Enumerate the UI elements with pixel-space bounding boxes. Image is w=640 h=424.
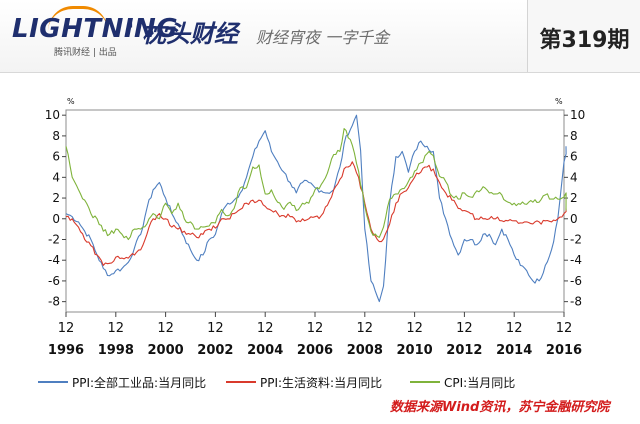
y-tick-label-left: 8: [52, 129, 60, 143]
y-tick-label-right: 0: [570, 212, 578, 226]
x-tick-label-month: 12: [58, 321, 75, 336]
header-banner: LIGHTNING 腾讯财经 | 出品 · 枕头财经 财经宵夜 一字千金 第31…: [0, 0, 640, 73]
y-tick-label-left: -6: [48, 274, 60, 288]
y-tick-label-right: 10: [570, 108, 585, 122]
legend-swatch-cpi: [410, 381, 440, 383]
x-tick-label-month: 12: [108, 321, 125, 336]
issue-box: 第319期: [527, 0, 640, 72]
y-tick-label-left: 6: [52, 150, 60, 164]
y-tick-label-right: -6: [570, 274, 582, 288]
line-chart: -8 -8 -6 -6 -4 -4 -2 -2 0 0 2 2 4 4 6 6 8 8 10 10% % 12 1996 12…: [45, 97, 586, 358]
data-source-note: 数据来源Wind资讯，苏宁金融研究院: [390, 400, 610, 415]
x-tick-label-year: 2004: [247, 343, 283, 358]
issue-number: 第319期: [539, 28, 630, 53]
x-tick-label-year: 2016: [546, 343, 582, 358]
x-tick-label-month: 12: [456, 321, 473, 336]
series-cpi-line: [65, 128, 567, 241]
x-tick-label-month: 12: [307, 321, 324, 336]
x-tick-label-month: 12: [506, 321, 523, 336]
plot-frame: [65, 109, 565, 313]
legend-swatch-ppi-consumer: [226, 381, 256, 383]
y-tick-label-left: -2: [48, 232, 60, 246]
x-tick-label-month: 12: [157, 321, 174, 336]
legend-label-ppi-consumer: PPI:生活资料:当月同比: [260, 376, 383, 390]
x-tick-label-year: 1998: [98, 343, 134, 358]
x-tick-label-month: 12: [357, 321, 374, 336]
series-ppi-consumer-line: [65, 161, 567, 266]
y-tick-label-right: -2: [570, 232, 582, 246]
y-tick-label-left: -8: [48, 295, 60, 309]
x-tick-label-year: 2012: [446, 343, 482, 358]
slogan: 财经宵夜 一字千金: [256, 28, 390, 47]
x-tick-label-year: 2002: [197, 343, 233, 358]
x-tick-label-year: 2000: [148, 343, 184, 358]
x-tick-label-month: 12: [556, 321, 573, 336]
column-name: 枕头财经: [142, 19, 238, 48]
y-tick-label-right: 6: [570, 150, 578, 164]
y-unit-left: %: [67, 97, 75, 106]
brand-logo: LIGHTNING: [12, 14, 179, 44]
y-unit-right: %: [555, 97, 563, 106]
x-tick-label-year: 2008: [347, 343, 383, 358]
y-tick-label-right: 4: [570, 170, 578, 184]
brand-separator: ·: [126, 14, 135, 39]
y-tick-label-right: -4: [570, 253, 582, 267]
x-tick-label-year: 2006: [297, 343, 333, 358]
y-tick-label-left: -4: [48, 253, 60, 267]
y-tick-label-left: 2: [52, 191, 60, 205]
y-tick-label-right: 2: [570, 191, 578, 205]
x-tick-label-month: 12: [257, 321, 274, 336]
y-tick-label-right: 8: [570, 129, 578, 143]
x-tick-label-year: 2010: [397, 343, 433, 358]
series-ppi-all-line: [65, 114, 567, 303]
x-tick-label-year: 2014: [496, 343, 532, 358]
y-tick-label-left: 0: [52, 212, 60, 226]
y-tick-label-left: 4: [52, 170, 60, 184]
x-tick-label-year: 1996: [48, 343, 84, 358]
x-tick-label-month: 12: [207, 321, 224, 336]
x-tick-label-month: 12: [406, 321, 423, 336]
legend-label-ppi-all: PPI:全部工业品:当月同比: [72, 376, 207, 390]
legend-swatch-ppi-all: [38, 381, 68, 383]
y-tick-label-right: -8: [570, 295, 582, 309]
lightning-logo-arc-icon: [48, 6, 108, 31]
y-tick-label-left: 10: [45, 108, 60, 122]
brand-subtitle: 腾讯财经 | 出品: [54, 48, 117, 58]
legend-label-cpi: CPI:当月同比: [444, 376, 516, 390]
